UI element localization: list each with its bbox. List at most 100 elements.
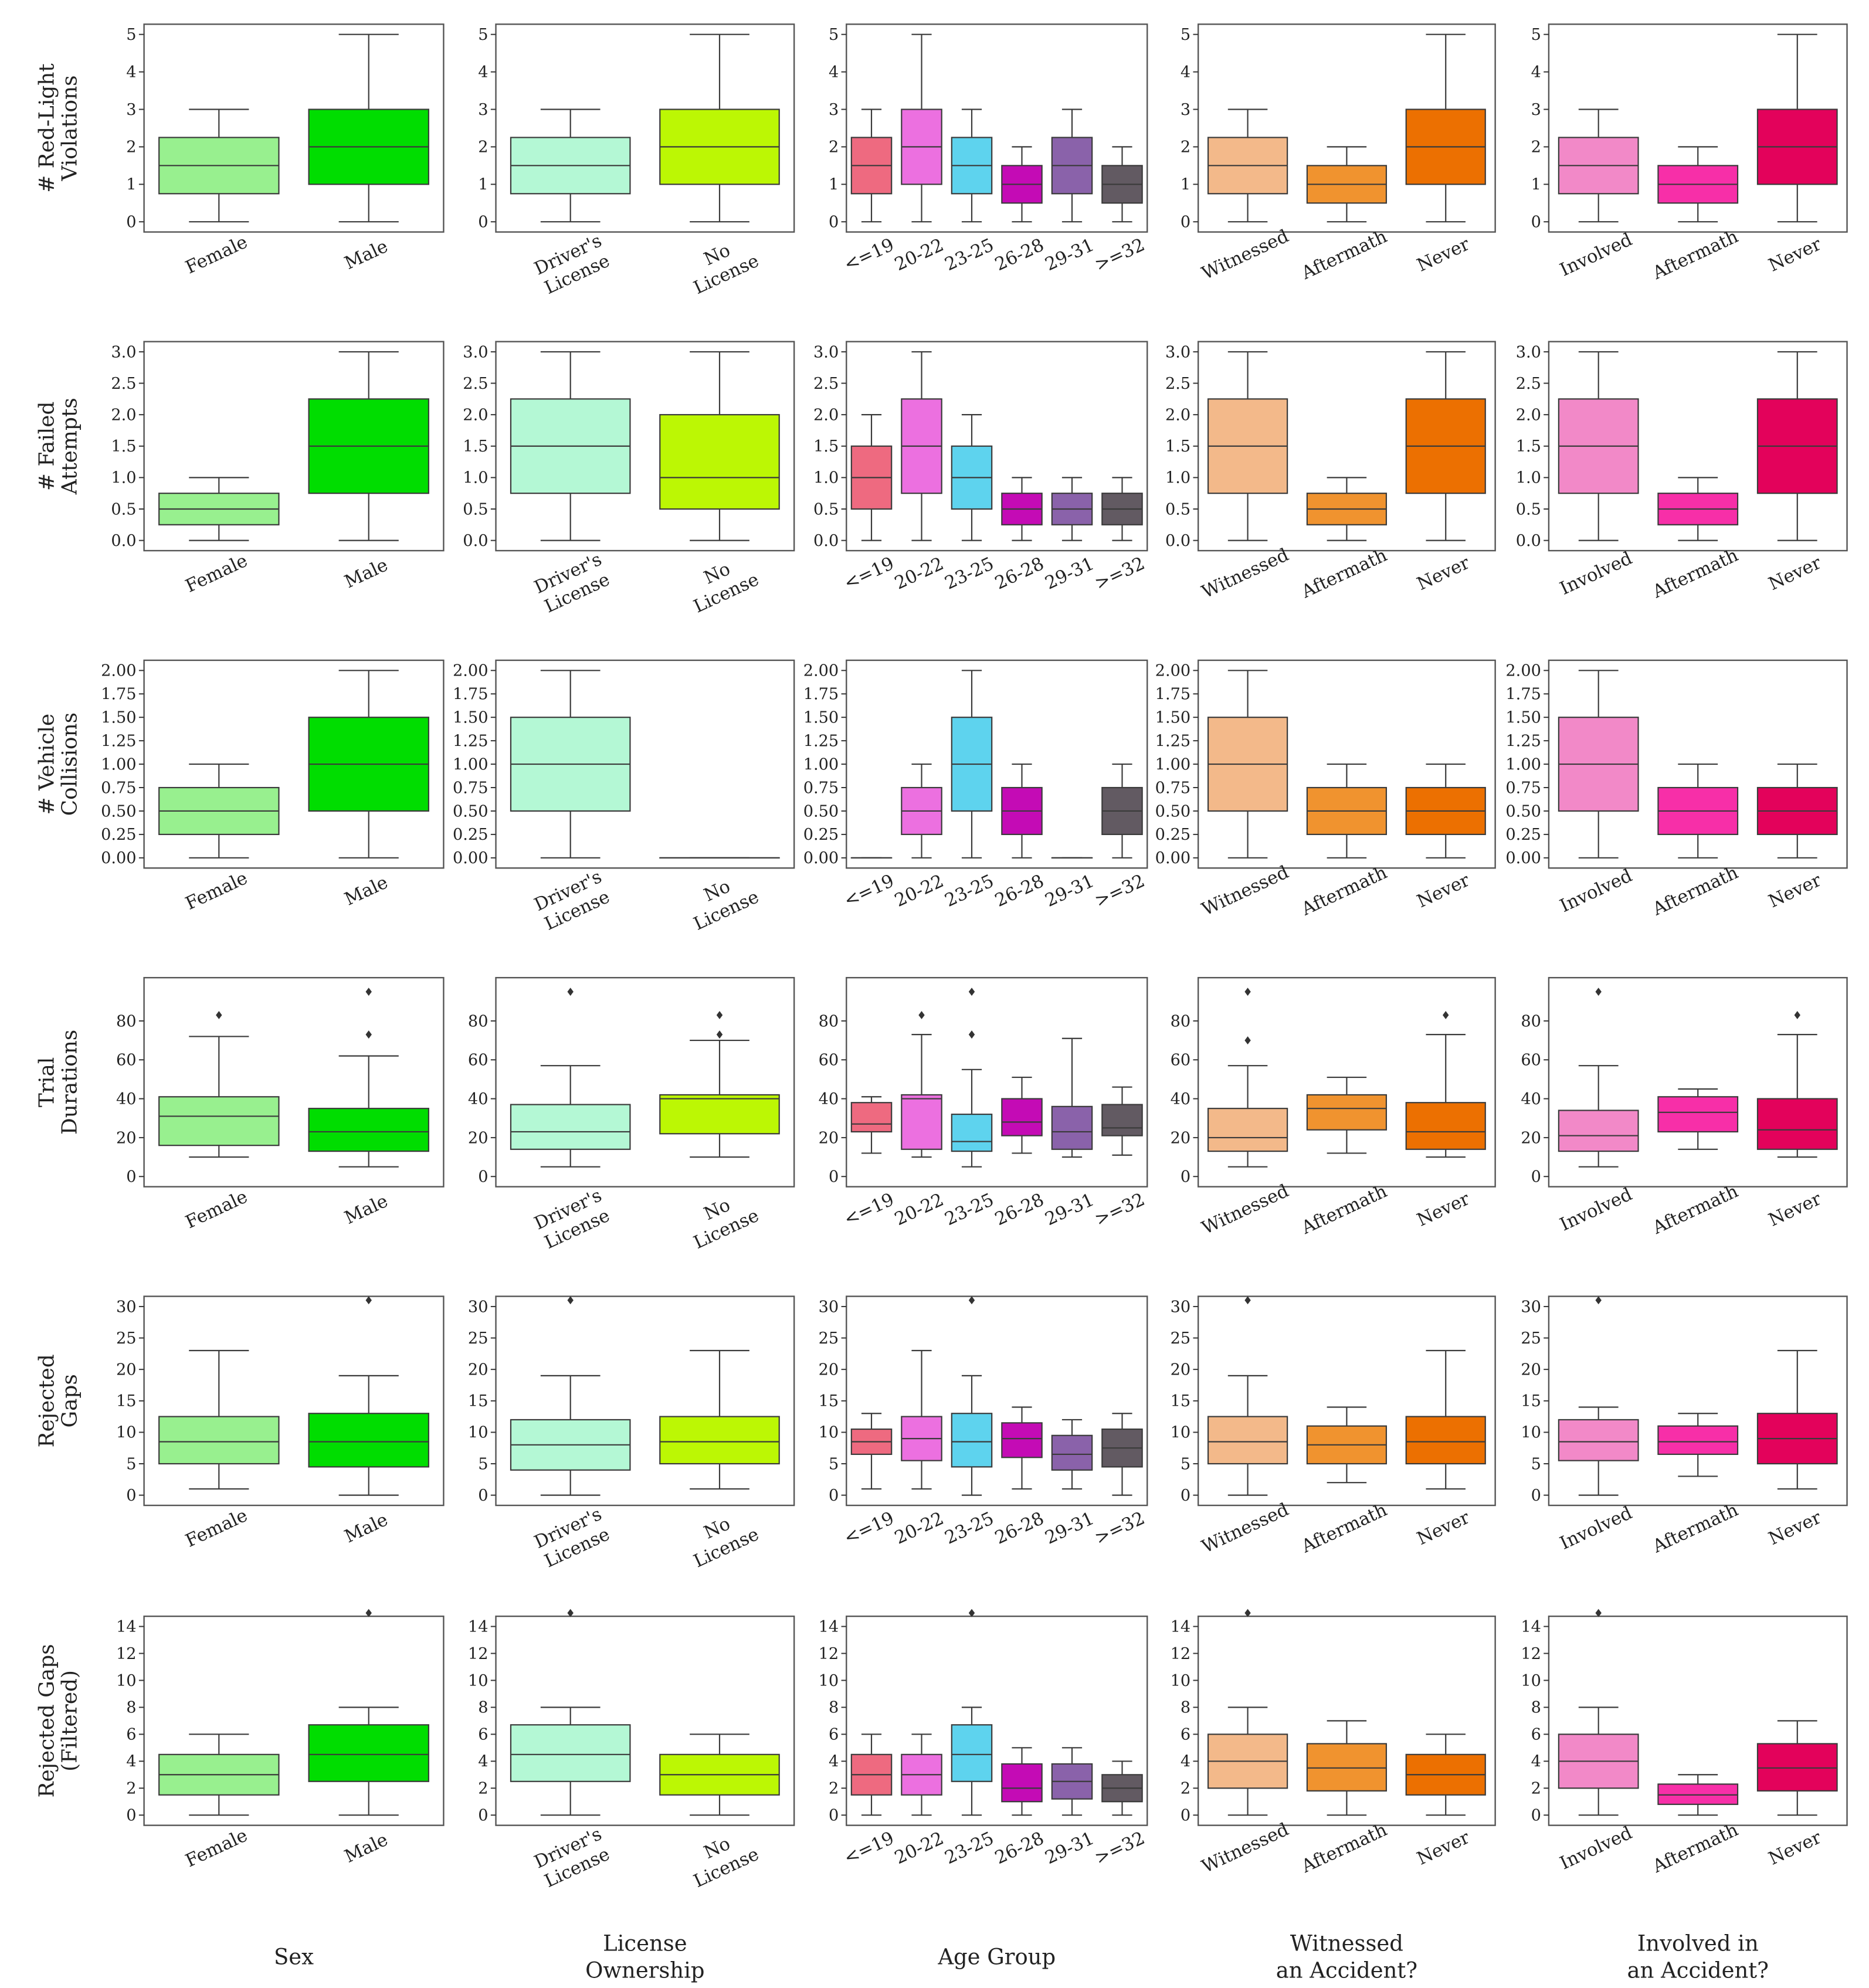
iqr-box: [1306, 1094, 1388, 1131]
y-tick-label: 30: [468, 1298, 489, 1316]
y-tick-label: 0.00: [1505, 849, 1541, 867]
row-label-line: Rejected: [35, 1354, 59, 1447]
box-aftermath: [1306, 1406, 1388, 1484]
y-tick-label: 0.50: [453, 802, 488, 820]
box-female: [158, 1733, 280, 1816]
x-tick-label: 20-22: [891, 1189, 947, 1230]
y-tick-label: 30: [819, 1298, 839, 1316]
y-tick-label: 4: [1181, 1753, 1190, 1771]
y-tick-label: 0.75: [803, 779, 839, 797]
outlier-point: [1595, 1609, 1602, 1617]
y-tick-label: 1.25: [1505, 732, 1541, 750]
y-tick-label: 0.0: [813, 532, 839, 550]
x-tick-label-line: >=32: [1091, 1189, 1148, 1230]
box-male: [308, 1296, 429, 1496]
panel-frame: [495, 23, 795, 233]
y-tick-label: 4: [829, 1753, 839, 1771]
outlier-point: [968, 1030, 975, 1039]
x-tick-label: Never: [1414, 552, 1473, 595]
column-label-line: Ownership: [585, 1958, 704, 1983]
panel-r1-c2: 0.0 0.5 1.0 1.5 2.0 2.5 3.0 <=1920-2223-2526-28…: [813, 341, 1148, 594]
panel-r4-c3: 0 5 10 15 20 25 30 Witnessed Aftermath Never: [1171, 1295, 1496, 1558]
x-tick-label-line: Never: [1414, 1507, 1473, 1549]
y-tick-label: 0: [1181, 213, 1190, 232]
box-involved: [1558, 670, 1639, 859]
box-never: [1756, 33, 1838, 223]
y-tick-label: 10: [1171, 1672, 1191, 1690]
box-witnessed: [1207, 1296, 1288, 1496]
y-tick-label: 2.5: [1165, 375, 1190, 393]
panel-frame: [1197, 1615, 1496, 1826]
x-tick-label-line: 26-28: [992, 871, 1047, 911]
x-tick-label-line: Male: [341, 555, 391, 592]
x-tick-label: Never: [1766, 234, 1825, 276]
y-tick-label: 3.0: [813, 343, 839, 361]
y-tick-label: 0.50: [1505, 802, 1541, 820]
panel-r4-c4: 0 5 10 15 20 25 30 Involved Aftermath Never: [1521, 1295, 1848, 1558]
x-tick-label: Involved: [1557, 1823, 1636, 1874]
box-aftermath: [1657, 146, 1739, 223]
panel-frame: [846, 23, 1148, 233]
y-tick-label: 0: [126, 213, 136, 232]
y-tick-label: 2.00: [803, 662, 839, 680]
y-tick-label: 10: [1171, 1424, 1191, 1442]
y-tick-label: 14: [468, 1618, 489, 1636]
row-label-line: Durations: [57, 1030, 82, 1135]
y-tick-label: 0.75: [1155, 779, 1190, 797]
x-tick-label: >=32: [1091, 553, 1148, 594]
y-tick-label: 40: [819, 1090, 839, 1108]
x-tick-label: Witnessed: [1199, 1180, 1292, 1239]
y-tick-label: 4: [1181, 63, 1190, 82]
row-label-line: Violations: [57, 75, 82, 181]
outlier-point: [365, 1609, 372, 1617]
outlier-point: [1595, 1296, 1602, 1305]
y-tick-label: 12: [468, 1645, 489, 1663]
y-tick-label: 0.0: [111, 532, 136, 550]
y-tick-label: 4: [1531, 1753, 1541, 1771]
x-tick-label: Involved: [1557, 1503, 1636, 1554]
y-tick-label: 15: [116, 1392, 137, 1410]
y-tick-label: 10: [819, 1672, 839, 1690]
x-tick-label-line: Witnessed: [1199, 1500, 1292, 1558]
box-26-28: [1001, 146, 1043, 223]
y-tick-label: 0: [829, 1807, 839, 1825]
x-tick-label-line: Never: [1414, 552, 1473, 595]
y-tick-label: 4: [126, 63, 136, 82]
x-tick-label: 26-28: [992, 1189, 1047, 1230]
iqr-box: [1001, 1098, 1043, 1137]
x-tick-label-line: 20-22: [891, 1508, 947, 1549]
x-tick-label: 26-28: [992, 1508, 1047, 1549]
box-aftermath: [1306, 1720, 1388, 1816]
x-tick-label: 20-22: [891, 554, 947, 594]
box-never: [1756, 1011, 1838, 1158]
y-tick-label: 2: [1181, 1780, 1190, 1798]
panel-r2-c3: 0.00 0.25 0.50 0.75 1.00 1.25 1.50 1.75 2.00 Witn…: [1155, 659, 1496, 920]
x-tick-label-line: Female: [182, 868, 250, 914]
y-tick-label: 6: [1531, 1726, 1541, 1744]
x-tick-label: 29-31: [1042, 1828, 1097, 1868]
iqr-box: [1101, 1104, 1143, 1137]
y-tick-label: 0.75: [453, 779, 488, 797]
outlier-point: [365, 1296, 372, 1305]
panel-r3-c4: 0 20 40 60 80 Involved Aftermath Never: [1521, 976, 1848, 1239]
y-tick-label: 5: [126, 1455, 136, 1473]
iqr-box: [1405, 1102, 1486, 1150]
y-tick-label: 0: [126, 1807, 136, 1825]
x-tick-label-line: 23-25: [942, 554, 997, 594]
x-tick-label-line: <=19: [841, 553, 897, 594]
column-label-line: Involved in: [1637, 1931, 1759, 1956]
y-tick-label: 80: [116, 1012, 137, 1030]
box-26-28: [1001, 477, 1043, 541]
x-tick-label: Never: [1766, 1827, 1825, 1870]
row-label-line: # Failed: [35, 402, 59, 491]
box-witnessed: [1207, 670, 1288, 859]
iqr-box: [659, 1094, 780, 1135]
x-tick-label: 23-25: [942, 1189, 997, 1230]
y-tick-label: 3: [1531, 101, 1541, 119]
y-tick-label: 0: [1181, 1168, 1190, 1186]
y-tick-label: 8: [478, 1699, 488, 1717]
